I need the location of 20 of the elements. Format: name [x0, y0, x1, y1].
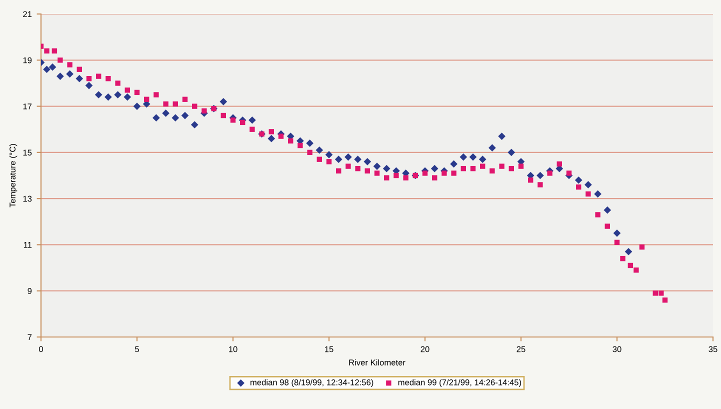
x-tick-label: 0	[39, 346, 43, 352]
y-tick-label: 9	[28, 288, 32, 294]
x-tick-label: 15	[325, 346, 334, 352]
y-tick-label: 19	[23, 57, 32, 64]
y-tick-label: 7	[28, 334, 32, 340]
y-tick-label: 13	[23, 196, 32, 202]
x-tick-label: 30	[612, 346, 622, 352]
y-tick-label: 17	[23, 104, 32, 110]
x-axis-title: River Kilometer	[349, 359, 406, 366]
x-tick-label: 10	[229, 346, 238, 352]
y-axis-title: Temperature (°C)	[9, 144, 18, 208]
y-tick-label: 11	[24, 242, 32, 248]
legend-label: median 99 (7/21/99, 14:26-14:45)	[398, 379, 522, 387]
x-tick-label: 35	[708, 346, 718, 352]
x-tick-label: 20	[420, 346, 430, 352]
x-tick-label: 5	[135, 346, 139, 352]
legend-label: median 98 (8/19/99, 12:34-12:56)	[250, 379, 374, 387]
y-tick-label: 15	[23, 150, 32, 156]
x-tick-label: 25	[516, 346, 526, 352]
y-tick-label: 21	[23, 11, 32, 18]
